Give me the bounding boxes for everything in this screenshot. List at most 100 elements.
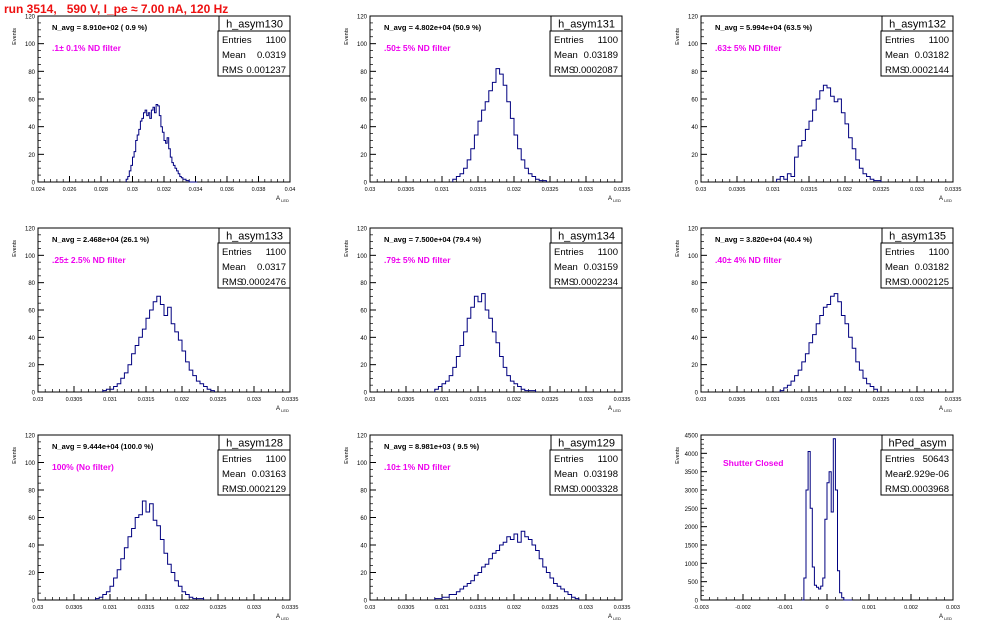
x-tick-label: 0.03	[365, 397, 376, 403]
y-tick-label: 80	[28, 489, 35, 495]
y-tick-label: 120	[357, 227, 368, 233]
stats-value: 1100	[266, 35, 286, 46]
x-axis-label: A LED	[939, 614, 952, 621]
histogram-line	[434, 530, 580, 600]
y-axis-label: Events	[344, 447, 350, 464]
stats-label: RMS	[554, 65, 575, 76]
y-tick-label: 100	[25, 461, 36, 467]
stats-value: 0.0003968	[904, 484, 949, 495]
x-tick-label: 0.028	[94, 187, 108, 193]
y-tick-label: 120	[688, 227, 699, 233]
panel-h_asym131: 0 20 40 60 80 100 120 0.03 0.0305 0.031 0.0315 0.03…	[344, 15, 630, 204]
x-tick-label: 0.032	[507, 605, 521, 611]
y-tick-label: 120	[688, 15, 699, 21]
filter-label: 100% (No filter)	[52, 462, 114, 472]
stats-value: -2.929e-06	[903, 469, 949, 480]
x-tick-label: 0.031	[103, 605, 117, 611]
histogram-title: h_asym129	[558, 438, 615, 450]
x-tick-label: 0.0325	[873, 397, 890, 403]
stats-label: Mean	[222, 469, 246, 480]
y-tick-label: 60	[28, 516, 35, 522]
y-tick-label: 4500	[685, 434, 699, 440]
histogram-line	[776, 84, 882, 182]
x-axis-label: A LED	[939, 196, 952, 203]
y-tick-label: 500	[688, 580, 699, 586]
x-tick-label: 0.0305	[66, 397, 83, 403]
stats-label: Entries	[554, 454, 584, 465]
y-tick-label: 2000	[685, 525, 699, 531]
y-tick-label: 120	[25, 434, 36, 440]
y-tick-label: 40	[691, 125, 698, 131]
stats-label: Mean	[554, 262, 578, 273]
x-tick-label: 0.0335	[282, 397, 299, 403]
x-tick-label: 0.03	[696, 397, 707, 403]
stats-label: Entries	[885, 35, 915, 46]
y-axis-label: Events	[344, 240, 350, 257]
x-axis-label: A LED	[939, 406, 952, 413]
stats-label: Entries	[222, 454, 252, 465]
histogram-title: h_asym128	[226, 438, 283, 450]
y-tick-label: 20	[360, 153, 367, 159]
y-tick-label: 60	[360, 516, 367, 522]
histogram-title: h_asym130	[226, 19, 283, 31]
stats-value: 1100	[598, 35, 618, 46]
stats-value: 50643	[923, 454, 949, 465]
navg-label: N_avg = 5.994e+04 (63.5 %)	[715, 23, 813, 32]
y-tick-label: 20	[360, 363, 367, 369]
y-tick-label: 20	[28, 153, 35, 159]
histogram-line	[125, 104, 198, 183]
navg-label: N_avg = 4.802e+04 (50.9 %)	[384, 23, 482, 32]
filter-label: Shutter Closed	[723, 458, 783, 468]
y-tick-label: 20	[28, 363, 35, 369]
y-tick-label: 0	[695, 181, 699, 187]
stats-value: 1100	[598, 454, 618, 465]
panel-h_asym134: 0 20 40 60 80 100 120 0.03 0.0305 0.031 0.0315 0.03…	[344, 227, 630, 414]
panel-h_asym135: 0 20 40 60 80 100 120 0.03 0.0305 0.031 0.0315 0.03…	[675, 227, 961, 414]
x-axis-label: A LED	[276, 406, 289, 413]
y-tick-label: 0	[32, 599, 36, 605]
panel-h_asym132: 0 20 40 60 80 100 120 0.03 0.0305 0.031 0.0315 0.03…	[675, 15, 961, 204]
stats-value: 0.0003328	[573, 484, 618, 495]
x-tick-label: 0.0305	[398, 605, 415, 611]
x-tick-label: 0.0335	[614, 187, 631, 193]
y-tick-label: 0	[364, 391, 368, 397]
y-tick-label: 100	[688, 42, 699, 48]
x-tick-label: -0.001	[777, 605, 793, 611]
y-tick-label: 80	[28, 70, 35, 76]
y-tick-label: 120	[357, 434, 368, 440]
histogram-line	[801, 438, 853, 601]
x-tick-label: 0.031	[435, 397, 449, 403]
x-axis-label: A LED	[608, 196, 621, 203]
stats-box	[217, 449, 291, 496]
x-tick-label: 0.032	[507, 187, 521, 193]
y-tick-label: 100	[25, 254, 36, 260]
y-tick-label: 20	[691, 153, 698, 159]
panel-h_asym130: 0 20 40 60 80 100 120 0.024 0.026 0.028 0.03 0.032 0…	[12, 15, 295, 204]
y-tick-label: 100	[357, 254, 368, 260]
x-tick-label: 0.03	[33, 397, 44, 403]
histogram-line	[95, 500, 205, 600]
page-title: run 3514, 590 V, I_pe ≈ 7.00 nA, 120 Hz	[4, 2, 229, 16]
y-tick-label: 0	[695, 391, 699, 397]
stats-value: 0.0317	[257, 262, 286, 273]
x-tick-label: 0.026	[63, 187, 77, 193]
stats-label: Mean	[885, 50, 909, 61]
y-axis-label: Events	[12, 28, 18, 45]
panel-h_asym128: 0 20 40 60 80 100 120 0.03 0.0305 0.031 0.0315 0.03…	[12, 434, 298, 622]
filter-label: .50± 5% ND filter	[384, 43, 451, 53]
y-tick-label: 60	[28, 309, 35, 315]
x-tick-label: 0.0325	[210, 605, 227, 611]
stats-label: Entries	[222, 247, 252, 258]
stats-label: Mean	[885, 262, 909, 273]
stats-value: 0.03189	[584, 50, 618, 61]
stats-label: Entries	[554, 35, 584, 46]
y-tick-label: 1500	[685, 544, 699, 550]
x-tick-label: 0.038	[252, 187, 266, 193]
stats-box	[880, 449, 954, 496]
x-tick-label: 0.0325	[873, 187, 890, 193]
y-tick-label: 40	[360, 544, 367, 550]
stats-label: Entries	[885, 454, 915, 465]
x-tick-label: 0.033	[579, 605, 593, 611]
y-tick-label: 80	[28, 281, 35, 287]
panel-h_asym129: 0 20 40 60 80 100 120 0.03 0.0305 0.031 0.0315 0.03…	[344, 434, 630, 622]
